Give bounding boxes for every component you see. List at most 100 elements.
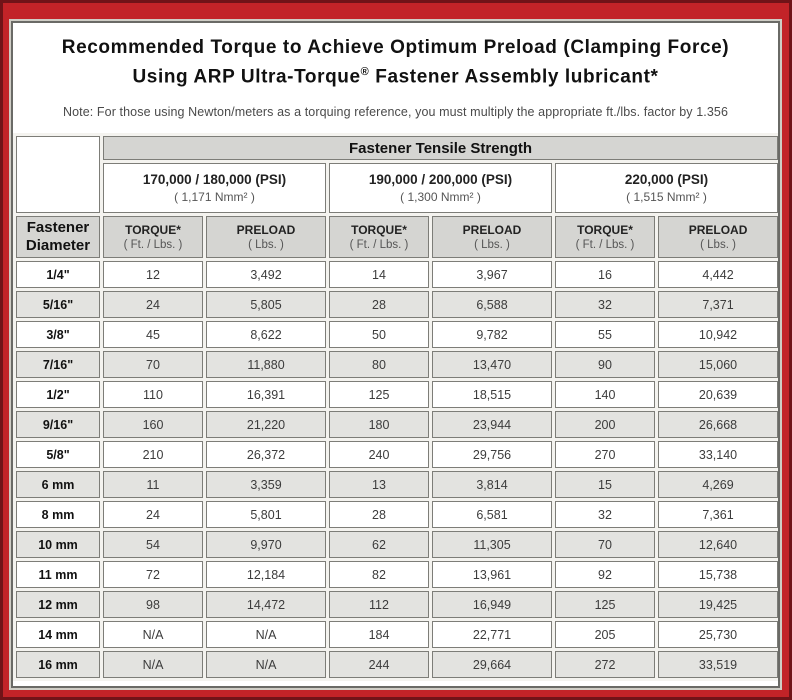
value-cell: 9,970 <box>206 531 326 559</box>
value-cell: 13 <box>329 471 429 499</box>
psi-group-170-180: 170,000 / 180,000 (PSI) ( 1,171 Nmm² ) <box>103 163 326 214</box>
psi-group-220: 220,000 (PSI) ( 1,515 Nmm² ) <box>555 163 778 214</box>
value-cell: 244 <box>329 651 429 679</box>
value-cell: 72 <box>103 561 203 589</box>
value-cell: 6,588 <box>432 291 552 319</box>
value-cell: 125 <box>329 381 429 409</box>
table-row: 10 mm 54 9,970 62 11,305 70 12,640 <box>16 531 778 559</box>
nmm-value: ( 1,515 Nmm² ) <box>626 190 707 205</box>
table-row: 12 mm 98 14,472 112 16,949 125 19,425 <box>16 591 778 619</box>
value-cell: 62 <box>329 531 429 559</box>
value-cell: 92 <box>555 561 655 589</box>
page-title-line1: Recommended Torque to Achieve Optimum Pr… <box>61 37 730 58</box>
value-cell: 20,639 <box>658 381 778 409</box>
table-row: 16 mm N/A N/A 244 29,664 272 33,519 <box>16 651 778 679</box>
value-cell: 12,640 <box>658 531 778 559</box>
title-line2-suffix: Fastener Assembly lubricant* <box>369 66 659 88</box>
value-cell: 184 <box>329 621 429 649</box>
title-block: Recommended Torque to Achieve Optimum Pr… <box>13 23 778 119</box>
torque-unit: ( Ft. / Lbs. ) <box>123 239 183 252</box>
value-cell: 14,472 <box>206 591 326 619</box>
value-cell: 112 <box>329 591 429 619</box>
value-cell: 11,305 <box>432 531 552 559</box>
value-cell: 24 <box>103 501 203 529</box>
value-cell: 10,942 <box>658 321 778 349</box>
value-cell: 25,730 <box>658 621 778 649</box>
value-cell: 3,492 <box>206 261 326 289</box>
value-cell: 18,515 <box>432 381 552 409</box>
value-cell: 29,756 <box>432 441 552 469</box>
value-cell: 70 <box>555 531 655 559</box>
preload-label: PRELOAD <box>688 223 748 238</box>
value-cell: 24 <box>103 291 203 319</box>
nmm-value: ( 1,171 Nmm² ) <box>174 190 255 205</box>
nmm-value: ( 1,300 Nmm² ) <box>400 190 481 205</box>
registered-trademark-symbol: ® <box>360 66 370 78</box>
value-cell: 19,425 <box>658 591 778 619</box>
value-cell: 12 <box>103 261 203 289</box>
value-cell: 3,359 <box>206 471 326 499</box>
value-cell: 23,944 <box>432 411 552 439</box>
value-cell: 8,622 <box>206 321 326 349</box>
value-cell: 7,371 <box>658 291 778 319</box>
value-cell: 45 <box>103 321 203 349</box>
fastener-diameter-header: Fastener Diameter <box>16 216 100 259</box>
table-row: 14 mm N/A N/A 184 22,771 205 25,730 <box>16 621 778 649</box>
value-cell: 240 <box>329 441 429 469</box>
psi-header-row: 170,000 / 180,000 (PSI) ( 1,171 Nmm² ) 1… <box>16 163 778 214</box>
preload-column-header: PRELOAD ( Lbs. ) <box>432 216 552 259</box>
value-cell: 28 <box>329 501 429 529</box>
preload-label: PRELOAD <box>236 223 296 238</box>
diameter-cell: 5/16" <box>16 291 100 319</box>
value-cell: 15,738 <box>658 561 778 589</box>
diameter-cell: 11 mm <box>16 561 100 589</box>
preload-column-header: PRELOAD ( Lbs. ) <box>658 216 778 259</box>
value-cell: 140 <box>555 381 655 409</box>
value-cell: 14 <box>329 261 429 289</box>
torque-column-header: TORQUE* ( Ft. / Lbs. ) <box>103 216 203 259</box>
value-cell: 180 <box>329 411 429 439</box>
content-panel: Recommended Torque to Achieve Optimum Pr… <box>11 21 780 688</box>
diameter-cell: 10 mm <box>16 531 100 559</box>
value-cell: 11,880 <box>206 351 326 379</box>
torque-unit: ( Ft. / Lbs. ) <box>575 239 635 252</box>
preload-label: PRELOAD <box>462 223 522 238</box>
value-cell: 3,814 <box>432 471 552 499</box>
diameter-cell: 3/8" <box>16 321 100 349</box>
table-row: 5/8" 210 26,372 240 29,756 270 33,140 <box>16 441 778 469</box>
value-cell: 5,801 <box>206 501 326 529</box>
table-row: 11 mm 72 12,184 82 13,961 92 15,738 <box>16 561 778 589</box>
preload-unit: ( Lbs. ) <box>248 239 284 252</box>
value-cell: 160 <box>103 411 203 439</box>
value-cell: 270 <box>555 441 655 469</box>
value-cell: 32 <box>555 291 655 319</box>
diameter-cell: 9/16" <box>16 411 100 439</box>
psi-value: 190,000 / 200,000 (PSI) <box>368 172 513 188</box>
diameter-cell: 1/4" <box>16 261 100 289</box>
value-cell: 50 <box>329 321 429 349</box>
diameter-header-line1: Fastener <box>26 219 90 237</box>
value-cell: 55 <box>555 321 655 349</box>
preload-unit: ( Lbs. ) <box>700 239 736 252</box>
title-line2-prefix: Using ARP Ultra-Torque <box>132 66 361 88</box>
value-cell: 90 <box>555 351 655 379</box>
value-cell: 5,805 <box>206 291 326 319</box>
preload-column-header: PRELOAD ( Lbs. ) <box>206 216 326 259</box>
table-body: 1/4" 12 3,492 14 3,967 16 4,442 5/16" 24 5,805 28 6… <box>16 261 778 679</box>
psi-value: 220,000 (PSI) <box>624 172 709 188</box>
value-cell: 4,442 <box>658 261 778 289</box>
value-cell: 4,269 <box>658 471 778 499</box>
table-row: 5/16" 24 5,805 28 6,588 32 7,371 <box>16 291 778 319</box>
diameter-cell: 8 mm <box>16 501 100 529</box>
corner-cell <box>16 136 100 214</box>
value-cell: 125 <box>555 591 655 619</box>
psi-group-190-200: 190,000 / 200,000 (PSI) ( 1,300 Nmm² ) <box>329 163 552 214</box>
value-cell: 22,771 <box>432 621 552 649</box>
table-row: 7/16" 70 11,880 80 13,470 90 15,060 <box>16 351 778 379</box>
torque-label: TORQUE* <box>125 223 181 238</box>
table-row: 1/4" 12 3,492 14 3,967 16 4,442 <box>16 261 778 289</box>
value-cell: 13,961 <box>432 561 552 589</box>
value-cell: 98 <box>103 591 203 619</box>
value-cell: 16,391 <box>206 381 326 409</box>
value-cell: 80 <box>329 351 429 379</box>
